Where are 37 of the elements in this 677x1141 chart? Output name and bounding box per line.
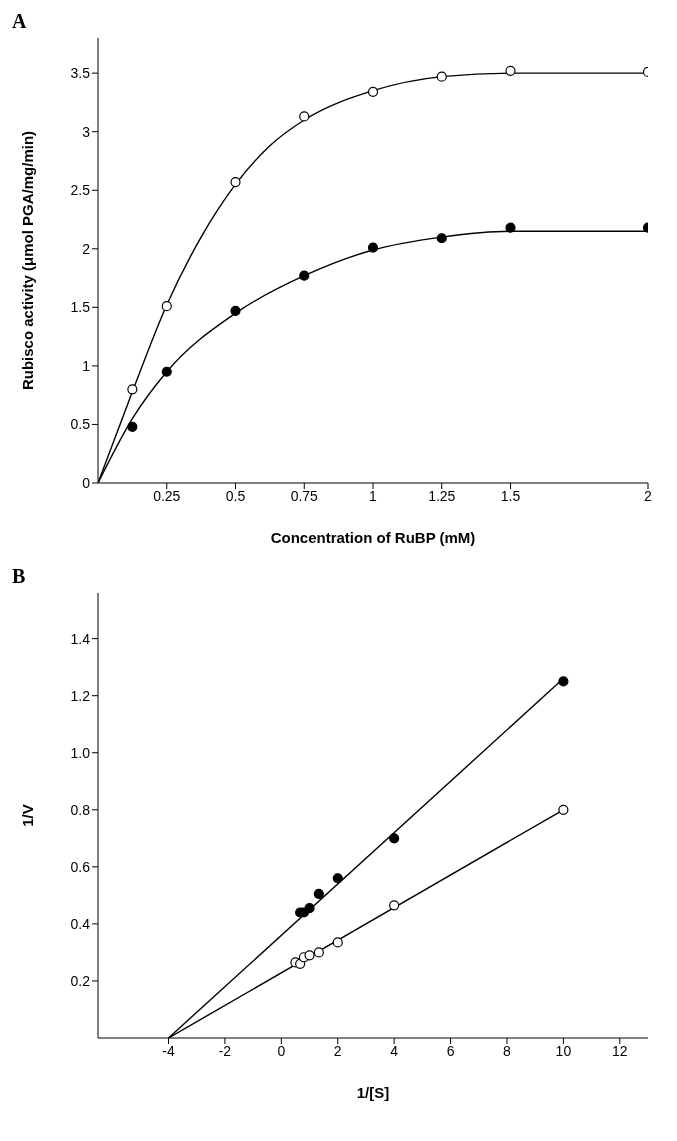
y-tick-label: 0.8 bbox=[70, 801, 91, 818]
x-tick-label: 4 bbox=[390, 1042, 399, 1059]
y-tick-label: 0 bbox=[82, 474, 91, 491]
y-axis-title: 1/V bbox=[19, 804, 37, 827]
y-tick-label: 0.2 bbox=[70, 972, 91, 989]
y-tick-label: 2.5 bbox=[70, 182, 91, 199]
x-tick-label: 2 bbox=[644, 487, 653, 504]
y-tick-label: 1.0 bbox=[70, 744, 91, 761]
x-tick-label: 0.75 bbox=[290, 487, 319, 504]
x-tick-label: 8 bbox=[503, 1042, 512, 1059]
x-tick-label: 0.5 bbox=[225, 487, 246, 504]
x-axis-title: 1/[S] bbox=[356, 1084, 390, 1101]
y-tick-label: 1.2 bbox=[70, 687, 91, 704]
x-tick-label: 1.25 bbox=[428, 487, 456, 504]
y-tick-label: 1.5 bbox=[70, 299, 91, 316]
y-tick-label: 1 bbox=[82, 357, 91, 374]
chart-title: A bbox=[12, 10, 27, 33]
y-tick-label: 3 bbox=[82, 123, 91, 140]
x-tick-label: 0.25 bbox=[153, 487, 181, 504]
x-tick-label: 1 bbox=[369, 487, 378, 504]
y-tick-label: 0.5 bbox=[70, 416, 91, 433]
y-tick-label: 0.6 bbox=[70, 858, 91, 875]
x-tick-label: 12 bbox=[612, 1042, 628, 1059]
y-tick-label: 3.5 bbox=[70, 65, 91, 82]
y-tick-label: 2 bbox=[82, 240, 91, 257]
y-tick-label: 0.4 bbox=[70, 915, 91, 932]
x-tick-label: 10 bbox=[555, 1042, 572, 1059]
x-tick-label: 1.5 bbox=[500, 487, 521, 504]
y-tick-label: 1.4 bbox=[70, 630, 91, 647]
chart-title: B bbox=[12, 565, 26, 588]
x-tick-label: 0 bbox=[277, 1042, 286, 1059]
x-tick-label: -4 bbox=[162, 1042, 175, 1059]
x-tick-label: 6 bbox=[446, 1042, 455, 1059]
x-axis-title: Concentration of RuBP (mM) bbox=[270, 529, 476, 546]
x-tick-label: 2 bbox=[333, 1042, 342, 1059]
x-tick-label: -2 bbox=[218, 1042, 232, 1059]
y-axis-title: Rubisco activity (μmol PGA/mg/min) bbox=[19, 130, 37, 391]
